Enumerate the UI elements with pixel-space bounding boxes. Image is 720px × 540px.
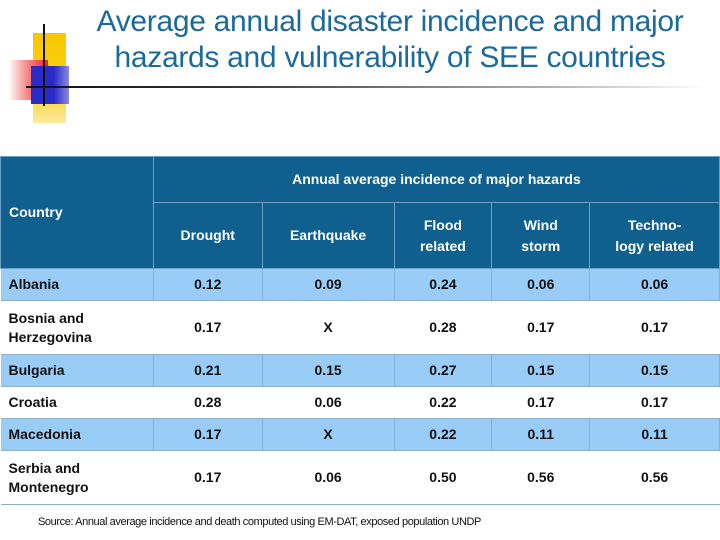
table-row: Bulgaria 0.21 0.15 0.27 0.15 0.15 bbox=[0, 354, 720, 387]
value-cell: X bbox=[262, 418, 395, 451]
value-cell: 0.22 bbox=[394, 386, 492, 419]
title-line-2: hazards and vulnerability of SEE countri… bbox=[114, 41, 666, 74]
country-header: Country bbox=[0, 156, 154, 269]
value-cell: 0.17 bbox=[589, 300, 720, 355]
column-header-technology: Techno-logy related bbox=[589, 202, 720, 269]
column-header-drought: Drought bbox=[152, 202, 263, 269]
value-cell: 0.28 bbox=[394, 300, 492, 355]
country-cell: Serbia and Montenegro bbox=[0, 450, 154, 505]
value-cell: 0.15 bbox=[262, 354, 395, 387]
value-cell: 0.11 bbox=[589, 418, 720, 451]
hazards-table: Country Annual average incidence of majo… bbox=[0, 156, 720, 505]
value-cell: 0.56 bbox=[491, 450, 590, 505]
table-row: Serbia and Montenegro 0.17 0.06 0.50 0.5… bbox=[0, 450, 720, 505]
column-header-row: Drought Earthquake Flood related Wind stor… bbox=[1, 202, 720, 269]
value-cell: 0.17 bbox=[153, 300, 263, 355]
value-cell: 0.15 bbox=[589, 354, 720, 387]
value-cell: 0.15 bbox=[491, 354, 591, 387]
country-cell: Bulgaria bbox=[0, 354, 154, 387]
value-cell: 0.06 bbox=[491, 268, 591, 301]
value-cell: 0.17 bbox=[491, 386, 590, 419]
value-cell: 0.17 bbox=[589, 386, 720, 419]
country-cell: Albania bbox=[0, 268, 154, 301]
group-header: Annual average incidence of major hazard… bbox=[152, 156, 720, 203]
source-note: Source: Annual average incidence and dea… bbox=[38, 516, 481, 528]
value-cell: 0.28 bbox=[153, 386, 263, 419]
value-cell: 0.06 bbox=[589, 268, 720, 301]
title-line-1: Average annual disaster incidence and ma… bbox=[96, 5, 684, 38]
table-row: Bosnia and Herzegovina 0.17 X 0.28 0.17 … bbox=[0, 300, 720, 355]
value-cell: 0.12 bbox=[153, 268, 263, 301]
decoration-blue-square bbox=[31, 66, 69, 104]
decoration-vertical-line bbox=[43, 24, 45, 106]
value-cell: 0.22 bbox=[394, 418, 493, 451]
value-cell: 0.09 bbox=[262, 268, 395, 301]
table-row: Croatia 0.28 0.06 0.22 0.17 0.17 bbox=[0, 386, 720, 419]
column-header-wind-storm: Wind storm bbox=[491, 202, 591, 269]
table-row: Macedonia 0.17 X 0.22 0.11 0.11 bbox=[0, 418, 720, 451]
table-row: Albania 0.12 0.09 0.24 0.06 0.06 bbox=[0, 268, 720, 301]
value-cell: 0.17 bbox=[153, 418, 263, 451]
slide-title: Average annual disaster incidence and ma… bbox=[60, 4, 720, 76]
value-cell: 0.56 bbox=[589, 450, 720, 505]
value-cell: 0.21 bbox=[153, 354, 263, 387]
value-cell: X bbox=[262, 300, 394, 355]
value-cell: 0.24 bbox=[394, 268, 493, 301]
column-header-earthquake: Earthquake bbox=[261, 202, 395, 269]
country-cell: Macedonia bbox=[0, 418, 154, 451]
title-underline bbox=[26, 86, 706, 88]
value-cell: 0.50 bbox=[394, 450, 492, 505]
value-cell: 0.17 bbox=[491, 300, 590, 355]
country-cell: Bosnia and Herzegovina bbox=[0, 300, 154, 355]
column-header-flood: Flood related bbox=[393, 202, 493, 269]
country-cell: Croatia bbox=[0, 386, 154, 419]
value-cell: 0.27 bbox=[394, 354, 493, 387]
value-cell: 0.17 bbox=[153, 450, 263, 505]
value-cell: 0.06 bbox=[262, 386, 394, 419]
value-cell: 0.06 bbox=[262, 450, 394, 505]
value-cell: 0.11 bbox=[491, 418, 591, 451]
